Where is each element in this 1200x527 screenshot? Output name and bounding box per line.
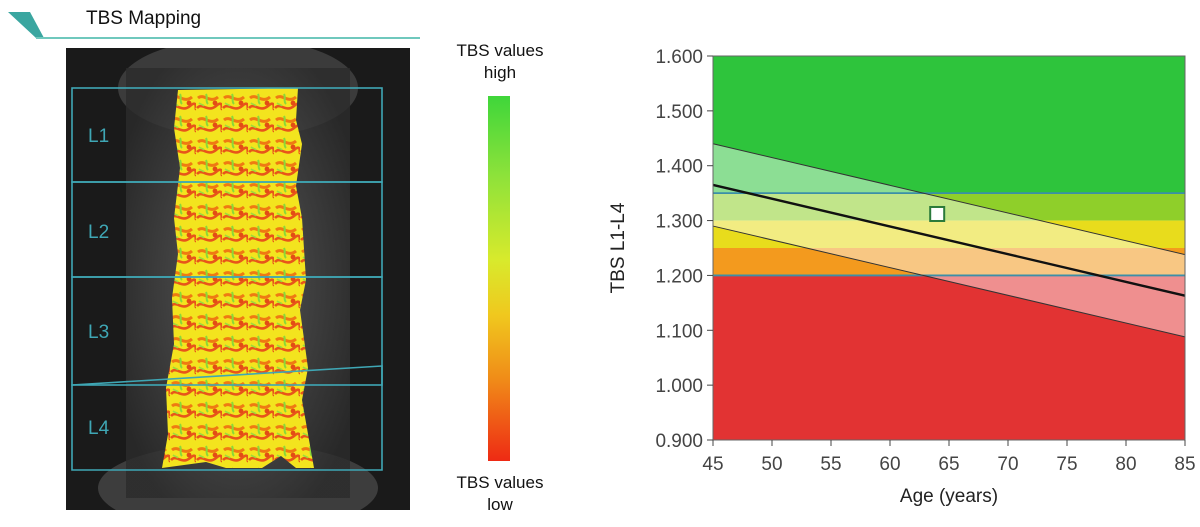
patient-marker: [929, 205, 946, 222]
colorbar-low-line-1: TBS values: [456, 473, 544, 492]
vertebra-label-l3: L3: [88, 322, 109, 343]
risk-zone-2: [713, 220, 1185, 248]
header-divider: [36, 37, 420, 39]
y-tick-label-7: 1.600: [655, 47, 703, 68]
x-tick-label-8: 85: [1174, 454, 1195, 475]
x-tick-label-4: 65: [938, 454, 959, 475]
x-tick-label-6: 75: [1056, 454, 1077, 475]
y-tick-label-4: 1.300: [655, 212, 703, 233]
colorbar-low-line-2: low: [487, 495, 513, 514]
risk-zone-1: [713, 193, 1185, 221]
vertebra-label-l4: L4: [88, 418, 110, 439]
header-tab-marker: [8, 12, 44, 38]
y-tick-label-0: 0.900: [655, 431, 703, 452]
y-tick-label-3: 1.200: [655, 266, 703, 287]
colorbar-gradient: [488, 96, 510, 461]
x-tick-label-3: 60: [879, 454, 900, 475]
tbs-color-scale: TBS values high TBS values low: [420, 38, 580, 522]
header: TBS Mapping: [0, 0, 420, 42]
band-edge-line-0: [712, 143, 1186, 256]
chart-svg: 0.900 1.000 1.100 1.200 1.300 1.400 1.500 1.600…: [608, 47, 1196, 507]
risk-zone-3: [713, 248, 1185, 276]
tbs-scan-image: L1 L2 L3 L4: [66, 38, 410, 527]
y-tick-label-2: 1.100: [655, 321, 703, 342]
vertebral-heatmap: [162, 88, 314, 468]
page-title: TBS Mapping: [86, 8, 202, 29]
y-tick-label-1: 1.000: [655, 376, 703, 397]
vertebra-boxes: [71, 87, 383, 471]
mean-line: [712, 183, 1186, 297]
x-tick-label-1: 50: [761, 454, 782, 475]
x-tick-label-5: 70: [997, 454, 1018, 475]
colorbar-low-label: TBS values low: [420, 472, 580, 516]
band-edge-line-1: [712, 225, 1186, 338]
tbs-age-chart: 0.900 1.000 1.100 1.200 1.300 1.400 1.500 1.600…: [600, 40, 1200, 522]
x-tick-label-0: 45: [702, 454, 723, 475]
colorbar-high-line-2: high: [483, 63, 517, 82]
colorbar-high-line-1: TBS values: [456, 41, 544, 60]
y-tick-label-5: 1.400: [655, 157, 703, 178]
risk-zone-0: [713, 56, 1185, 194]
colorbar-high-label: TBS values high: [420, 40, 580, 84]
vertebra-label-l2: L2: [88, 222, 109, 243]
x-tick-label-2: 55: [820, 454, 841, 475]
x-axis-label: Age (years): [900, 486, 998, 507]
risk-zone-4: [713, 275, 1185, 440]
vertebra-label-l1: L1: [88, 126, 109, 147]
x-tick-label-7: 80: [1115, 454, 1136, 475]
y-axis-label: TBS L1-L4: [608, 202, 629, 293]
y-tick-label-6: 1.500: [655, 102, 703, 123]
